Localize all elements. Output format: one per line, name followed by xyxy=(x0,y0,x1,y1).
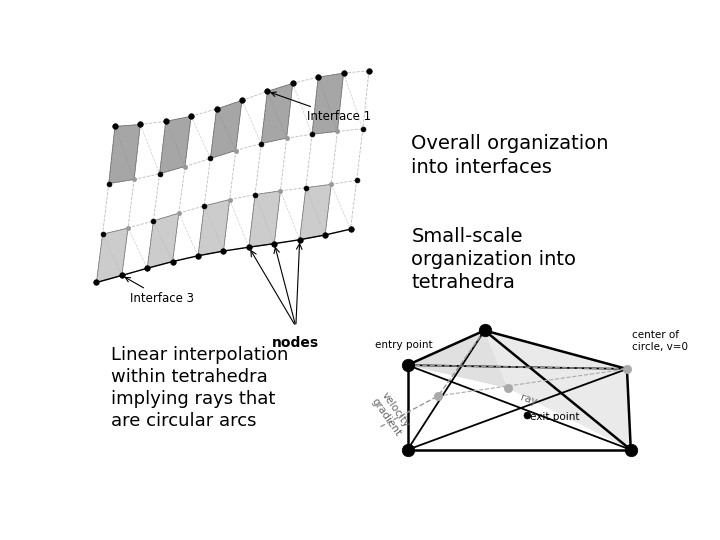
Polygon shape xyxy=(261,83,293,144)
Polygon shape xyxy=(109,125,140,184)
Text: entry point: entry point xyxy=(375,340,433,350)
Polygon shape xyxy=(408,330,508,388)
Polygon shape xyxy=(249,191,281,247)
Text: ray: ray xyxy=(519,393,539,407)
Text: velocity
gradient: velocity gradient xyxy=(369,389,412,438)
Polygon shape xyxy=(160,116,191,174)
Polygon shape xyxy=(300,184,331,240)
Polygon shape xyxy=(96,228,128,282)
Polygon shape xyxy=(485,330,631,450)
Text: Interface 3: Interface 3 xyxy=(125,278,194,305)
Polygon shape xyxy=(312,73,343,134)
Text: exit point: exit point xyxy=(530,411,580,422)
Polygon shape xyxy=(198,200,230,256)
Text: Small-scale
organization into
tetrahedra: Small-scale organization into tetrahedra xyxy=(411,226,576,293)
Text: nodes: nodes xyxy=(272,336,320,350)
Text: Interface 1: Interface 1 xyxy=(271,92,372,123)
Text: Overall organization
into interfaces: Overall organization into interfaces xyxy=(411,134,609,177)
Text: Linear interpolation
within tetrahedra
implying rays that
are circular arcs: Linear interpolation within tetrahedra i… xyxy=(111,346,289,430)
Polygon shape xyxy=(210,100,242,158)
Text: center of
circle, v=0: center of circle, v=0 xyxy=(631,330,688,352)
Polygon shape xyxy=(148,213,179,268)
